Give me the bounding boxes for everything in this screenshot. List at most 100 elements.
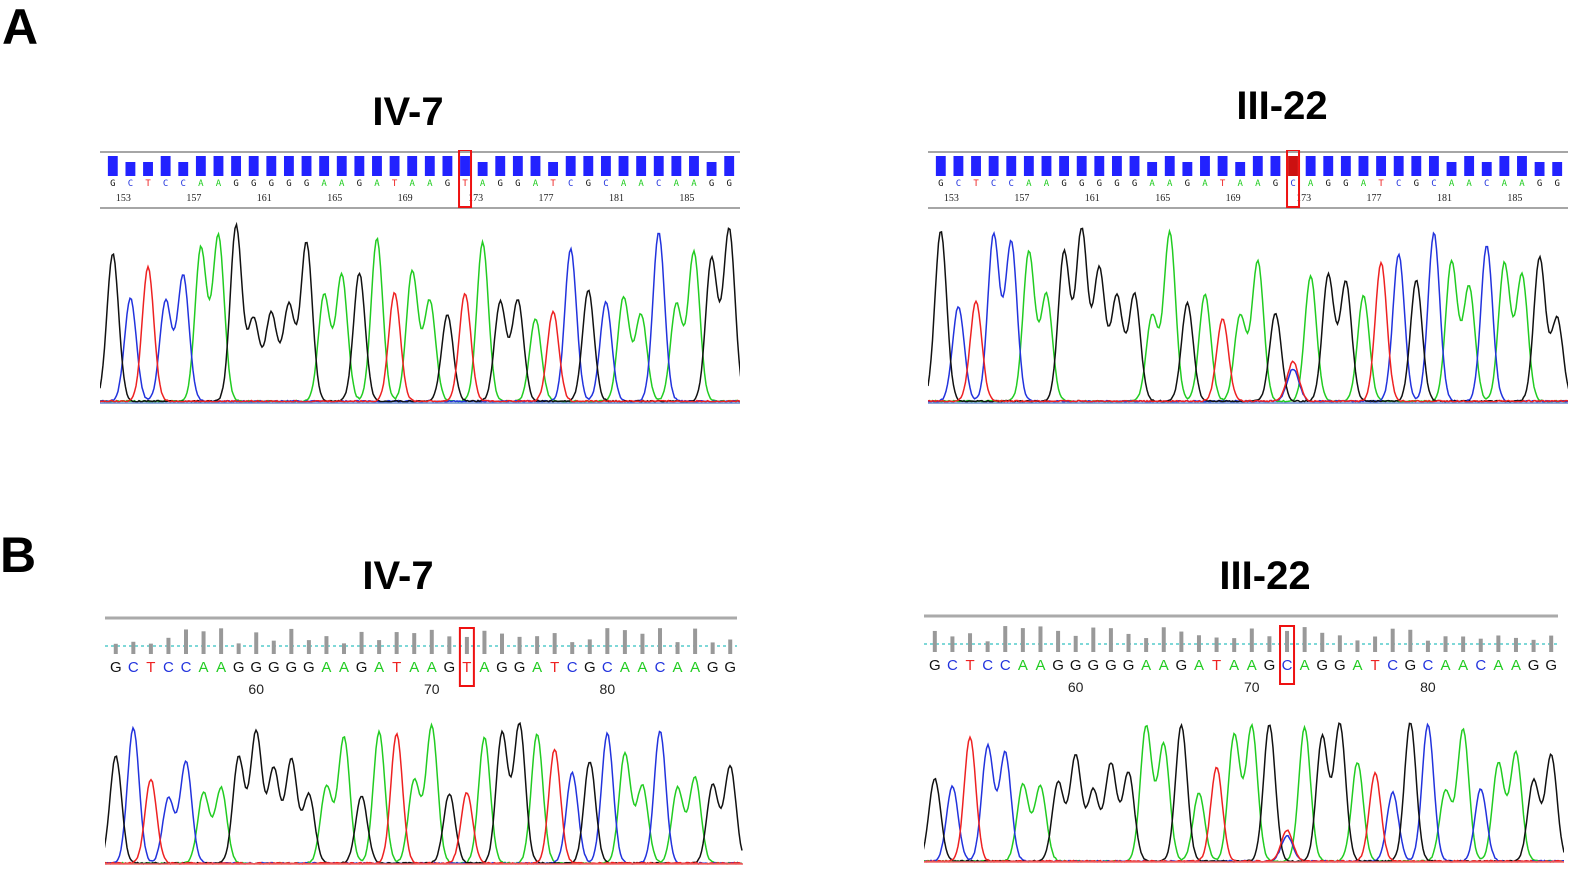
- base-call: A: [427, 659, 437, 676]
- base-call: G: [233, 659, 245, 676]
- quality-bar: [985, 641, 990, 652]
- base-call: T: [392, 179, 398, 189]
- quality-bar: [201, 631, 206, 654]
- trace-line-t: [928, 260, 1568, 404]
- position-label: 153: [116, 193, 131, 204]
- quality-bar: [1461, 636, 1466, 652]
- quality-bar: [968, 633, 973, 652]
- trace-line-c: [100, 232, 740, 403]
- quality-bar: [289, 628, 294, 654]
- trace-line-t: [100, 264, 740, 404]
- base-call: G: [938, 179, 943, 189]
- base-call: C: [1422, 657, 1433, 674]
- quality-bar: [600, 156, 611, 176]
- quality-bar: [195, 156, 206, 176]
- quality-bar: [552, 633, 557, 654]
- base-call: C: [956, 179, 961, 189]
- position-label: 60: [1068, 679, 1084, 695]
- base-call: T: [146, 659, 155, 676]
- base-call: G: [445, 179, 450, 189]
- position-label: 181: [1437, 193, 1452, 204]
- quality-bar: [605, 628, 610, 654]
- base-call: C: [1475, 657, 1486, 674]
- quality-bar: [1340, 156, 1351, 176]
- base-call: A: [621, 179, 627, 189]
- quality-bar: [1252, 156, 1263, 176]
- position-label: 177: [539, 193, 554, 204]
- quality-bar: [1408, 629, 1413, 652]
- quality-bar: [464, 636, 469, 654]
- quality-bar: [1288, 156, 1298, 176]
- base-call: G: [1070, 657, 1082, 674]
- variant-highlight-box: [458, 627, 475, 687]
- base-call: T: [462, 659, 471, 676]
- quality-bar: [1411, 156, 1422, 176]
- quality-bar: [1513, 637, 1518, 652]
- quality-bar: [950, 636, 955, 652]
- quality-bar: [671, 156, 682, 176]
- base-call: G: [584, 659, 596, 676]
- quality-bar: [495, 156, 506, 176]
- base-call: A: [1149, 179, 1155, 189]
- quality-bar: [1267, 636, 1272, 652]
- base-call: G: [1343, 179, 1348, 189]
- base-call: A: [673, 659, 683, 676]
- position-label: 173: [468, 193, 483, 204]
- position-label: 60: [248, 681, 264, 697]
- quality-bar: [1355, 640, 1360, 652]
- base-call: C: [1387, 657, 1398, 674]
- quality-bar: [1161, 627, 1166, 652]
- base-call: G: [268, 659, 280, 676]
- quality-bar: [160, 156, 171, 176]
- base-call: A: [1519, 179, 1525, 189]
- chromatogram-b-iv7: G C T C C A A G G G G G A A G A T A A G T A G G A T C G C A A C A A G G60 70…: [105, 616, 743, 865]
- quality-bar: [710, 642, 715, 654]
- trace-title-b-iii22: III-22: [1219, 554, 1311, 598]
- base-call: G: [286, 179, 291, 189]
- base-call: G: [285, 659, 297, 676]
- base-call: C: [568, 179, 573, 189]
- trace-line-g: [928, 227, 1568, 403]
- position-label: 173: [1296, 193, 1311, 204]
- position-label: 157: [1014, 193, 1029, 204]
- quality-bar: [653, 156, 664, 176]
- quality-bar: [1425, 640, 1430, 652]
- quality-bar: [1428, 156, 1439, 176]
- quality-bar: [429, 629, 434, 654]
- position-label: 185: [679, 193, 694, 204]
- base-call: G: [251, 179, 256, 189]
- quality-bar: [1517, 156, 1527, 176]
- quality-bar: [342, 643, 346, 654]
- base-call: A: [1247, 657, 1257, 674]
- quality-bar: [1129, 156, 1140, 176]
- quality-bar: [1305, 156, 1316, 176]
- quality-bar: [689, 156, 699, 176]
- base-call: A: [374, 179, 380, 189]
- base-call: A: [674, 179, 680, 189]
- quality-bar: [988, 156, 999, 176]
- base-call: T: [550, 179, 556, 189]
- quality-bar: [424, 156, 435, 176]
- position-label: 70: [1244, 679, 1260, 695]
- base-call: A: [1511, 657, 1521, 674]
- base-call: G: [110, 659, 122, 676]
- base-call: C: [128, 659, 139, 676]
- quality-bar: [728, 639, 733, 654]
- base-call: A: [216, 659, 226, 676]
- quality-bar: [1196, 635, 1201, 652]
- base-call: T: [973, 179, 979, 189]
- trace-line-a: [928, 228, 1568, 403]
- quality-bar: [565, 156, 576, 176]
- base-call: A: [1255, 179, 1261, 189]
- base-call: G: [1052, 657, 1064, 674]
- quality-bar: [1179, 631, 1184, 652]
- trace-line-a: [100, 231, 740, 403]
- base-call: A: [1229, 657, 1239, 674]
- position-label: 169: [1226, 193, 1241, 204]
- base-call: G: [929, 657, 941, 674]
- quality-bar: [1323, 156, 1334, 176]
- quality-bar: [587, 639, 592, 654]
- quality-bar: [283, 156, 294, 176]
- quality-bar: [1496, 635, 1501, 652]
